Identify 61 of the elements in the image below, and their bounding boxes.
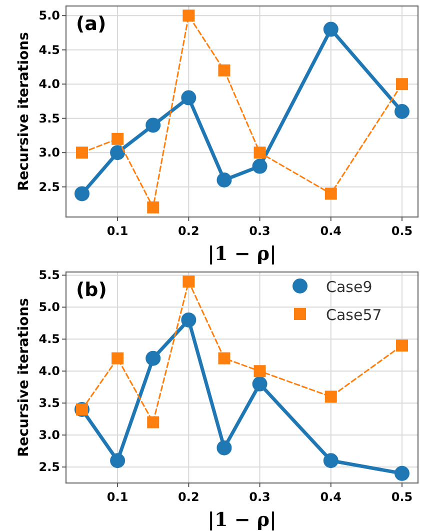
- point: [182, 10, 195, 22]
- x-axis-title: |1 − ρ|: [208, 243, 276, 265]
- x-tick-label: 0.1: [106, 490, 128, 504]
- point: [181, 90, 196, 106]
- y-tick-label: 4.5: [38, 332, 60, 346]
- legend-label: Case57: [326, 306, 382, 324]
- point: [254, 146, 266, 159]
- point: [394, 466, 410, 481]
- x-tick-label: 0.3: [249, 224, 270, 238]
- x-tick-label: 0.3: [249, 490, 270, 504]
- y-tick-label: 4.0: [38, 77, 60, 92]
- point: [112, 132, 124, 145]
- x-tick-label: 0.4: [320, 490, 342, 504]
- y-tick-label: 5.0: [38, 300, 60, 314]
- point: [252, 158, 268, 174]
- point: [182, 276, 195, 288]
- point: [110, 145, 126, 160]
- point: [112, 352, 124, 364]
- point: [181, 312, 196, 328]
- y-tick-label: 3.5: [38, 396, 60, 410]
- y-tick-label: 2.5: [38, 180, 60, 194]
- y-tick-label: 3.0: [38, 146, 60, 160]
- y-tick-label: 5.5: [38, 268, 60, 282]
- point: [74, 186, 90, 202]
- point: [218, 352, 230, 364]
- y-axis-title: Recursive iterations: [16, 298, 32, 457]
- y-axis-title: Recursive iterations: [16, 32, 32, 191]
- point: [110, 453, 126, 468]
- y-tick-label: 2.5: [38, 460, 60, 474]
- x-tick-label: 0.1: [106, 224, 128, 238]
- y-tick-label: 3.5: [38, 111, 60, 126]
- x-tick-label: 0.2: [178, 490, 200, 504]
- point: [146, 350, 161, 366]
- y-tick-label: 4.0: [38, 364, 60, 378]
- legend-label: Case9: [326, 278, 372, 296]
- point: [76, 146, 88, 159]
- point: [252, 376, 268, 392]
- point: [396, 78, 408, 90]
- x-tick-label: 0.2: [178, 224, 200, 238]
- point: [394, 104, 410, 119]
- point: [254, 365, 266, 378]
- point: [324, 390, 337, 403]
- x-tick-label: 0.4: [320, 224, 342, 238]
- x-tick-label: 0.5: [391, 224, 413, 238]
- x-axis-title: |1 − ρ|: [208, 509, 276, 531]
- annotation: (a): [76, 13, 106, 35]
- point: [396, 340, 408, 352]
- point: [216, 172, 232, 188]
- y-tick-label: 3.0: [38, 428, 60, 442]
- y-tick-label: 5.0: [38, 8, 60, 23]
- point: [323, 453, 338, 468]
- point: [324, 188, 337, 200]
- point: [147, 201, 160, 214]
- point: [323, 22, 338, 37]
- annotation: (b): [76, 279, 107, 301]
- point: [146, 118, 161, 133]
- point: [216, 440, 232, 456]
- x-tick-label: 0.5: [391, 490, 413, 504]
- y-tick-label: 4.5: [38, 42, 60, 57]
- point: [147, 416, 160, 428]
- point: [218, 64, 230, 76]
